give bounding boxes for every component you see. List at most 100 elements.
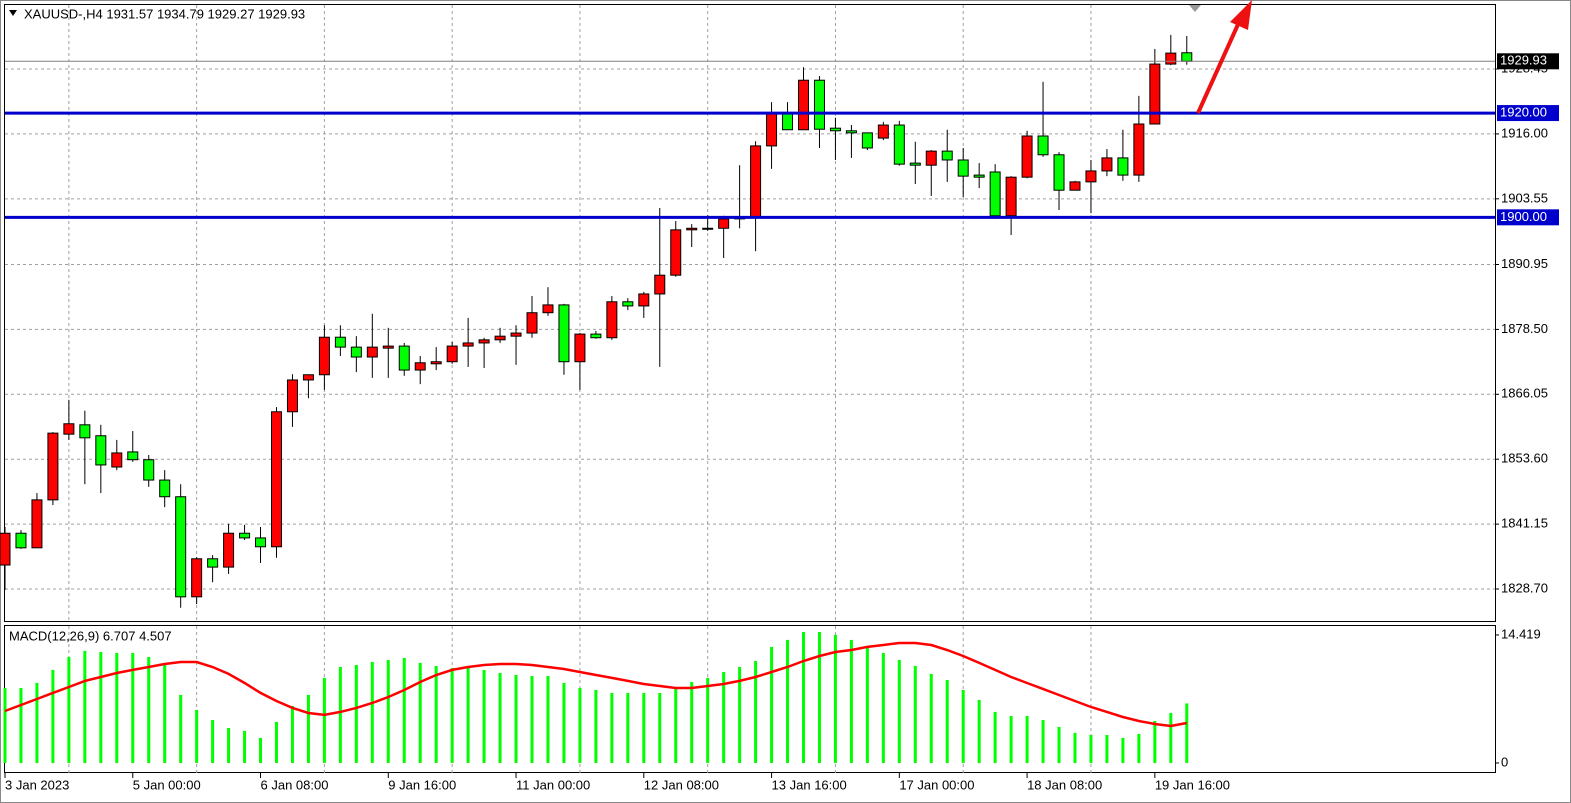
macd-bar <box>3 687 7 763</box>
arrow-annotation <box>1196 19 1242 114</box>
macd-bar <box>370 661 374 763</box>
macd-bar <box>1153 720 1157 763</box>
candle-body <box>302 374 314 381</box>
candle-body <box>973 174 985 178</box>
macd-bar <box>706 677 710 763</box>
level-label: 1900.00 <box>1500 209 1547 224</box>
macd-bar <box>881 652 885 763</box>
macd-bar <box>546 675 550 763</box>
candle-body <box>47 432 59 501</box>
macd-bar <box>722 671 726 763</box>
candle-body <box>239 532 251 539</box>
macd-bar <box>1057 726 1061 763</box>
y-tick-label: 1890.95 <box>1501 256 1548 271</box>
macd-bar <box>738 667 742 763</box>
candle-body <box>526 312 538 334</box>
y-tick-label: 1878.50 <box>1501 321 1548 336</box>
macd-bar <box>1025 716 1029 763</box>
candle-body <box>510 332 522 337</box>
current-price-bg <box>1497 53 1559 70</box>
candle-body <box>590 333 602 339</box>
macd-bar <box>466 667 470 763</box>
candle-body <box>1101 157 1113 172</box>
macd-bar <box>163 662 167 763</box>
candle-body <box>79 424 91 439</box>
candle-body <box>1133 123 1145 176</box>
candle-body <box>127 451 139 461</box>
macd-bar <box>642 692 646 763</box>
x-tick-label: 17 Jan 00:00 <box>899 777 974 792</box>
macd-bar <box>802 631 805 763</box>
candle-body <box>766 112 778 147</box>
candle-body <box>1021 135 1033 178</box>
x-tick-label: 18 Jan 08:00 <box>1027 777 1102 792</box>
macd-bar <box>786 639 790 763</box>
candle-body <box>1165 52 1177 65</box>
macd-bar <box>179 694 183 763</box>
candle-body <box>718 218 730 229</box>
macd-bar <box>993 711 997 763</box>
arrow-head <box>1230 0 1252 30</box>
macd-bar <box>227 727 231 763</box>
macd-bar <box>306 694 310 763</box>
candle-body <box>382 345 394 349</box>
candle-body <box>686 227 698 231</box>
macd-bar <box>482 669 486 763</box>
macd-bar <box>51 669 55 763</box>
candle-body <box>1037 135 1049 156</box>
x-tick-label: 11 Jan 00:00 <box>516 777 590 792</box>
level-label-bg <box>1497 105 1559 122</box>
x-tick-label: 9 Jan 16:00 <box>388 777 456 792</box>
macd-bar <box>833 634 837 763</box>
candle-body <box>63 423 75 435</box>
menu-triangle[interactable] <box>9 10 17 16</box>
macd-bar <box>1169 712 1173 763</box>
macd-bar <box>754 660 758 763</box>
macd-bar <box>1041 720 1045 763</box>
candle-body <box>366 346 378 358</box>
candle-body <box>702 227 714 230</box>
macd-bar <box>131 652 135 763</box>
candle-body <box>350 346 362 358</box>
macd-bar <box>19 687 23 763</box>
candle-body <box>622 301 634 307</box>
macd-bar <box>211 720 215 763</box>
level-label-bg <box>1497 209 1559 226</box>
candle-body <box>941 150 953 161</box>
macd-bar <box>259 737 263 763</box>
candle-body <box>334 336 346 348</box>
macd-title: MACD(12,26,9) 6.707 4.507 <box>9 628 172 643</box>
x-tick-label: 13 Jan 16:00 <box>772 777 847 792</box>
y-tick-label: 0 <box>1501 754 1508 769</box>
candle-body <box>462 342 474 347</box>
macd-bar <box>594 690 598 763</box>
macd-bar <box>849 639 853 763</box>
candle-body <box>1069 181 1081 191</box>
candle-body <box>957 159 969 177</box>
macd-bar <box>274 721 278 763</box>
candle-body <box>558 304 570 363</box>
macd-bar <box>115 652 119 763</box>
macd-bar <box>690 682 694 763</box>
y-tick-label: 1853.60 <box>1501 451 1548 466</box>
candle-body <box>1181 52 1193 62</box>
candle-body <box>845 130 857 134</box>
candle-body <box>654 274 666 295</box>
candle-body <box>813 79 825 130</box>
candle-body <box>494 335 506 341</box>
x-tick-label: 5 Jan 00:00 <box>133 777 201 792</box>
y-tick-label: 14.419 <box>1501 626 1541 641</box>
candle-body <box>414 362 426 371</box>
macd-bar <box>578 687 582 763</box>
marks <box>0 34 1495 763</box>
macd-bar <box>1073 732 1077 763</box>
x-tick-label: 3 Jan 2023 <box>5 777 69 792</box>
candle-body <box>255 537 267 548</box>
candle-body <box>207 558 219 568</box>
x-tick-label: 19 Jan 16:00 <box>1155 777 1230 792</box>
y-tick-label: 1841.15 <box>1501 516 1548 531</box>
candle-body <box>989 171 1001 217</box>
macd-bar <box>498 672 502 763</box>
candle-body <box>318 336 330 376</box>
y-tick-label: 1903.55 <box>1501 190 1548 205</box>
